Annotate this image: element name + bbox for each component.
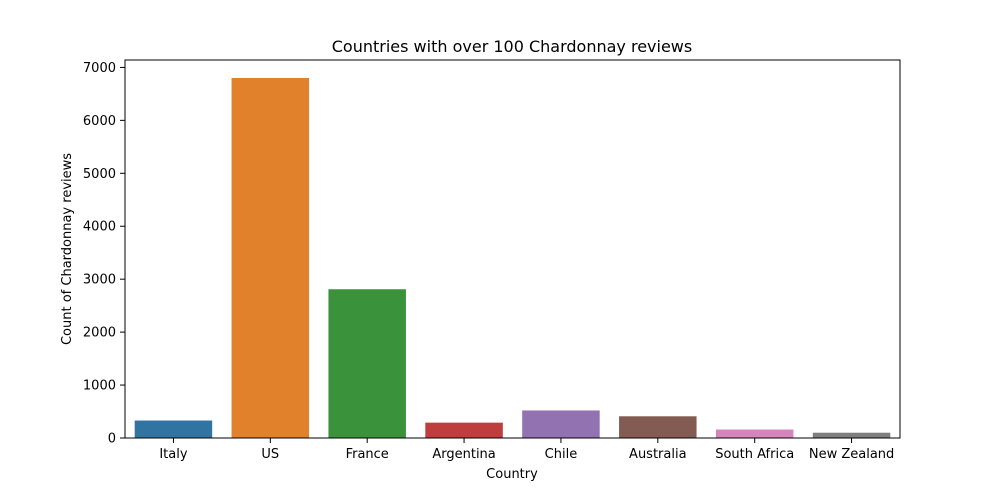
plot-frame <box>124 59 901 439</box>
y-tick-label: 2000 <box>83 326 116 341</box>
y-axis-label: Count of Chardonnay reviews <box>60 153 75 345</box>
x-tick-label: France <box>346 447 389 462</box>
x-tick-label: US <box>261 447 279 462</box>
x-tick-label: Italy <box>159 447 188 462</box>
x-tick-label: New Zealand <box>809 447 894 462</box>
x-tick-label: Argentina <box>432 447 495 462</box>
y-tick-label: 7000 <box>83 61 116 76</box>
y-tick-label: 1000 <box>83 379 116 394</box>
y-tick-label: 4000 <box>83 220 116 235</box>
bar-chile <box>522 410 600 438</box>
x-tick-label: Chile <box>545 447 578 462</box>
bar-france <box>328 289 406 438</box>
x-tick-label: Australia <box>629 447 687 462</box>
x-tick-label: South Africa <box>715 447 794 462</box>
y-tick-label: 3000 <box>83 273 116 288</box>
bar-south-africa <box>715 429 794 438</box>
y-tick-label: 6000 <box>83 114 116 129</box>
y-tick-label: 5000 <box>83 167 116 182</box>
x-axis-ticks: Italy US France Argentina Chile Australia Sout… <box>159 438 894 462</box>
chart-title: Countries with over 100 Chardonnay revie… <box>332 37 692 56</box>
bar-australia <box>619 416 697 438</box>
bar-us <box>231 78 310 438</box>
y-tick-label: 0 <box>108 432 116 447</box>
bar-italy <box>134 420 213 438</box>
bar-new-zealand <box>812 432 891 438</box>
bar-argentina <box>425 422 503 438</box>
x-axis-label: Country <box>486 467 538 482</box>
bars-layer <box>134 78 891 438</box>
y-axis-ticks: 0 1000 2000 3000 4000 5000 6000 7000 <box>83 61 125 447</box>
